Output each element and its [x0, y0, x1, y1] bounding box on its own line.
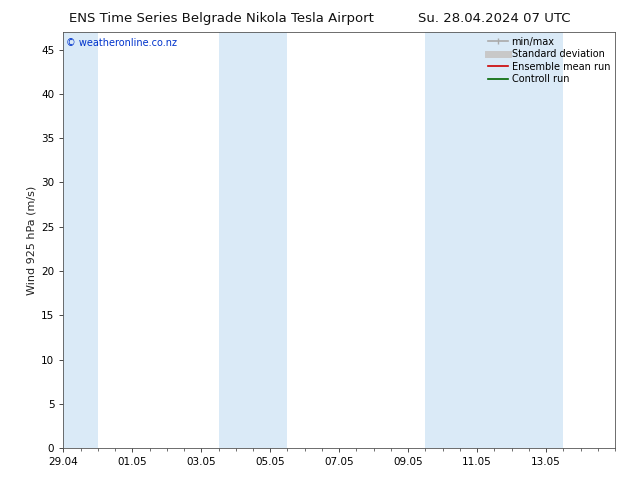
Y-axis label: Wind 925 hPa (m/s): Wind 925 hPa (m/s) — [27, 186, 37, 294]
Bar — [219, 32, 287, 448]
Text: ENS Time Series Belgrade Nikola Tesla Airport: ENS Time Series Belgrade Nikola Tesla Ai… — [70, 12, 374, 25]
Bar — [46, 32, 98, 448]
Bar — [425, 32, 495, 448]
Text: © weatheronline.co.nz: © weatheronline.co.nz — [66, 38, 177, 48]
Text: Su. 28.04.2024 07 UTC: Su. 28.04.2024 07 UTC — [418, 12, 571, 25]
Legend: min/max, Standard deviation, Ensemble mean run, Controll run: min/max, Standard deviation, Ensemble me… — [486, 35, 612, 86]
Bar — [495, 32, 563, 448]
